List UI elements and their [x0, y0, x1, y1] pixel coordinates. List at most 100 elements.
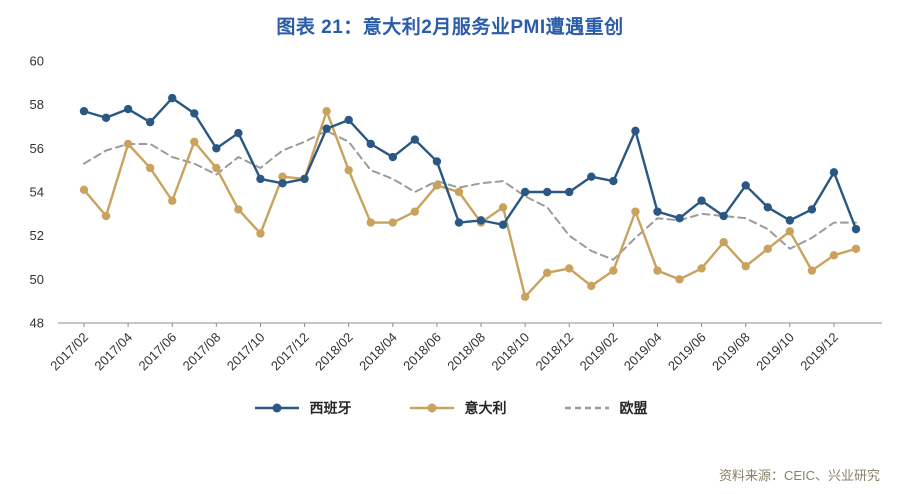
- series-marker-西班牙: [344, 115, 353, 125]
- x-tick-label: 2019/06: [665, 330, 709, 374]
- series-marker-西班牙: [631, 126, 640, 136]
- series-marker-西班牙: [741, 181, 750, 190]
- legend-item-italy: 意大利: [408, 398, 507, 418]
- x-tick-label: 2017/12: [268, 330, 312, 374]
- series-marker-西班牙: [719, 211, 728, 221]
- series-marker-西班牙: [388, 152, 397, 162]
- series-marker-意大利: [785, 227, 795, 236]
- x-tick-label: 2017/02: [47, 330, 91, 374]
- x-tick-label: 2019/12: [797, 330, 841, 374]
- series-marker-西班牙: [145, 117, 155, 127]
- x-tick-label: 2018/12: [533, 330, 577, 374]
- series-marker-西班牙: [212, 144, 221, 153]
- series-marker-意大利: [145, 163, 155, 173]
- series-marker-西班牙: [234, 128, 243, 138]
- series-marker-意大利: [344, 165, 353, 175]
- series-marker-意大利: [807, 266, 817, 275]
- y-tick-label: 50: [30, 272, 44, 287]
- series-marker-意大利: [631, 207, 640, 216]
- series-marker-西班牙: [432, 157, 442, 166]
- series-marker-西班牙: [168, 93, 177, 103]
- y-tick-label: 54: [30, 185, 44, 200]
- legend-item-spain: 西班牙: [253, 398, 352, 418]
- series-marker-西班牙: [256, 174, 265, 184]
- series-marker-西班牙: [851, 224, 861, 234]
- series-marker-意大利: [653, 266, 662, 275]
- series-marker-意大利: [432, 181, 442, 190]
- series-marker-西班牙: [123, 104, 133, 114]
- y-tick-label: 60: [30, 54, 44, 69]
- series-marker-西班牙: [543, 187, 552, 197]
- series-marker-西班牙: [829, 168, 839, 177]
- series-marker-西班牙: [763, 203, 772, 212]
- series-marker-西班牙: [653, 207, 662, 216]
- series-marker-意大利: [278, 172, 287, 181]
- series-marker-西班牙: [190, 109, 199, 118]
- x-tick-label: 2018/06: [400, 330, 444, 374]
- series-marker-意大利: [498, 203, 508, 212]
- series-marker-意大利: [234, 205, 243, 214]
- series-marker-意大利: [543, 268, 552, 277]
- y-tick-label: 52: [30, 228, 44, 243]
- series-marker-意大利: [410, 207, 420, 216]
- series-marker-意大利: [675, 275, 684, 284]
- series-marker-意大利: [322, 107, 331, 116]
- series-marker-意大利: [168, 196, 177, 205]
- x-tick-label: 2018/02: [312, 330, 356, 374]
- series-marker-西班牙: [520, 187, 530, 197]
- legend-item-eu: 欧盟: [563, 398, 648, 418]
- series-marker-西班牙: [79, 107, 89, 116]
- series-marker-意大利: [565, 264, 574, 273]
- series-line-西班牙: [82, 96, 858, 231]
- series-marker-意大利: [587, 281, 596, 291]
- series-marker-西班牙: [675, 214, 684, 223]
- italy-line-sample-icon: [409, 403, 454, 413]
- series-marker-意大利: [79, 185, 89, 195]
- x-tick-label: 2018/08: [444, 330, 488, 374]
- series-marker-意大利: [256, 229, 265, 238]
- series-marker-西班牙: [322, 124, 331, 133]
- series-marker-西班牙: [410, 135, 420, 144]
- series-marker-西班牙: [587, 172, 596, 181]
- y-tick-label: 48: [30, 316, 44, 331]
- x-tick-label: 2017/06: [136, 330, 180, 374]
- x-tick-label: 2019/02: [577, 330, 621, 374]
- series-marker-西班牙: [609, 176, 618, 186]
- chart-title: 图表 21：意大利2月服务业PMI遭遇重创: [276, 17, 624, 38]
- x-tick-label: 2019/10: [753, 330, 797, 374]
- x-tick-label: 2018/10: [488, 330, 532, 374]
- x-tick-label: 2017/04: [91, 330, 135, 374]
- data-source-note: 资料来源：CEIC、兴业研究: [718, 468, 880, 483]
- legend-label-italy: 意大利: [464, 400, 507, 416]
- series-marker-西班牙: [697, 196, 706, 205]
- series-marker-意大利: [763, 244, 772, 253]
- series-marker-意大利: [829, 251, 839, 260]
- series-marker-意大利: [719, 238, 728, 247]
- series-marker-意大利: [123, 139, 133, 149]
- series-marker-意大利: [454, 187, 464, 197]
- series-marker-西班牙: [785, 216, 795, 225]
- x-tick-label: 2019/04: [621, 330, 665, 374]
- series-marker-意大利: [741, 262, 750, 271]
- series-line-意大利: [82, 110, 858, 299]
- series-marker-意大利: [366, 218, 375, 227]
- series-marker-西班牙: [565, 187, 574, 197]
- series-marker-西班牙: [300, 174, 309, 184]
- series-marker-西班牙: [278, 179, 287, 188]
- legend-label-eu: 欧盟: [619, 400, 648, 416]
- chart-legend: 西班牙 意大利 欧盟: [0, 398, 900, 418]
- series-marker-意大利: [388, 218, 397, 227]
- series-marker-西班牙: [454, 218, 464, 227]
- series-marker-意大利: [609, 266, 618, 275]
- series-marker-西班牙: [476, 216, 486, 225]
- x-tick-label: 2018/04: [356, 330, 400, 374]
- chart-area: 48 50 52 54 56 58 60 2017/02 2017/04 2017/06 2017/…: [0, 41, 900, 398]
- y-tick-label: 56: [30, 141, 44, 156]
- x-tick-label: 2017/10: [224, 330, 268, 374]
- series-marker-意大利: [697, 264, 706, 273]
- x-tick-label: 2017/08: [180, 330, 224, 374]
- series-marker-意大利: [101, 211, 111, 221]
- series-marker-意大利: [851, 244, 861, 253]
